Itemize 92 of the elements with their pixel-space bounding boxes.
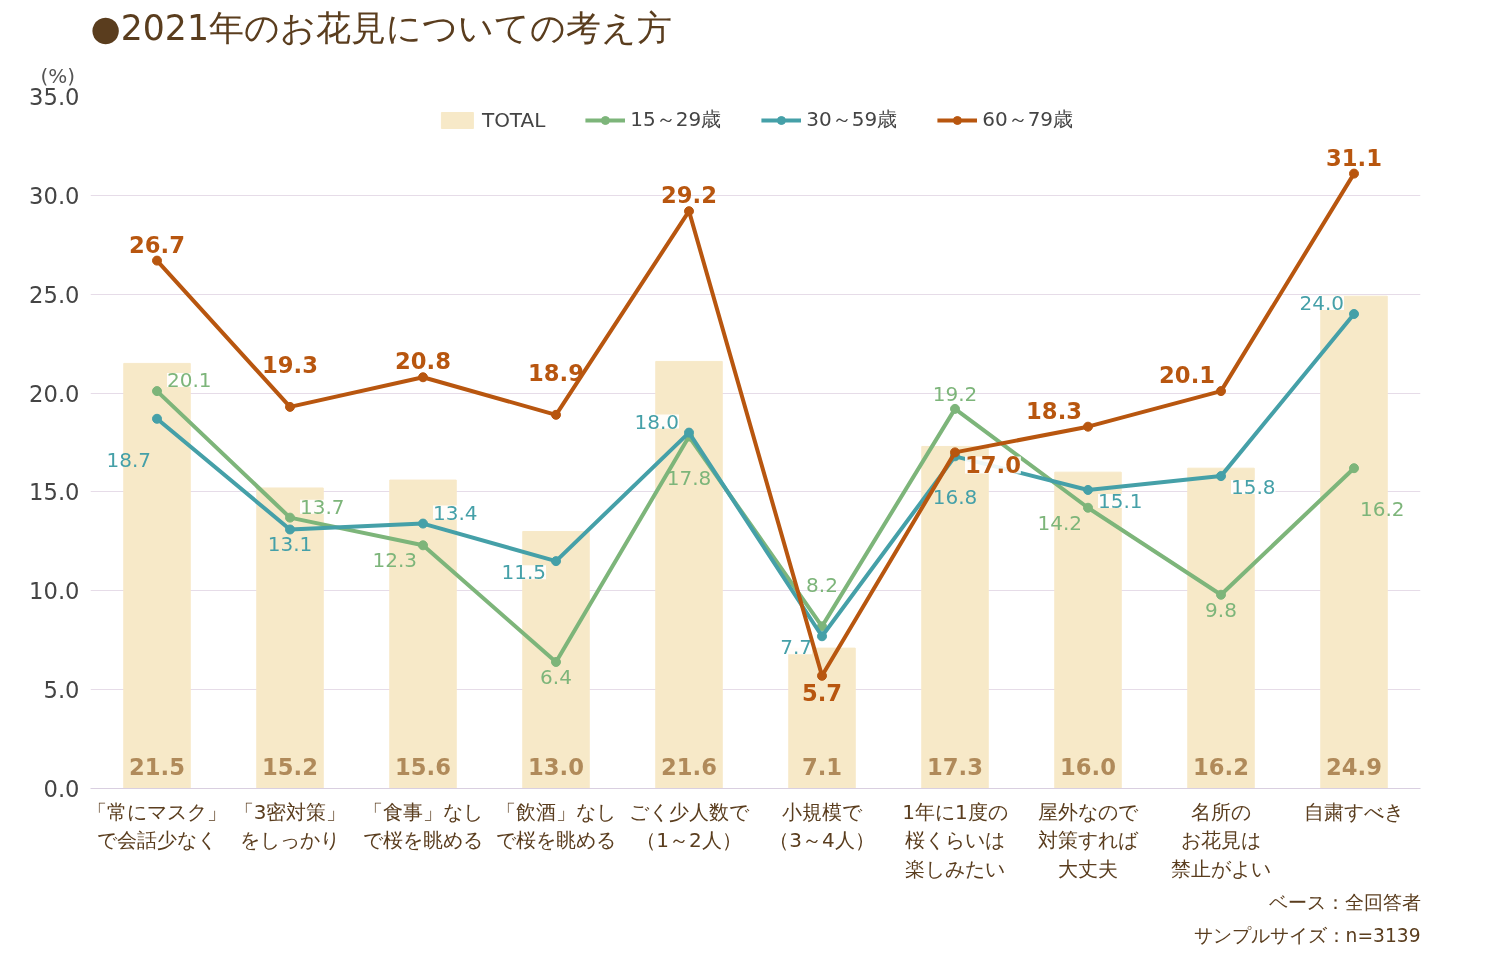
point [1349,463,1359,474]
y-tick-label: 15.0 [29,479,80,506]
y-tick-label: 25.0 [29,281,80,308]
point [285,512,295,523]
data-label: 18.7 [106,447,151,472]
point [817,670,827,681]
point [1083,484,1093,495]
x-tick-label: 1年に1度の桜くらいは楽しみたい [902,799,1008,882]
point [1216,386,1226,397]
data-label: 29.2 [661,182,717,209]
point [418,518,428,529]
point [418,540,428,551]
x-tick-label: ごく少人数で（1～2人） [629,799,750,853]
data-label: 17.3 [927,753,983,780]
legend-label: TOTAL [481,107,546,132]
data-label: 19.2 [932,381,978,406]
x-tick-label: 「3密対策」をしっかり [233,799,347,853]
data-label: 17.0 [965,452,1021,479]
data-label: 8.2 [806,573,838,598]
data-label: 26.7 [129,231,185,258]
data-label: 15.1 [1098,488,1143,513]
data-label: 7.1 [801,753,843,780]
point [1083,502,1093,513]
data-label: 15.2 [262,753,318,780]
point [551,556,561,567]
legend-label: 30～59歳 [806,106,898,133]
text: サンプルサイズ：n=3139 [1193,924,1421,946]
point [1083,421,1093,432]
text: ベース：全回答者 [1268,891,1421,913]
point [950,403,960,414]
point [285,524,295,535]
data-label: 16.8 [932,485,978,510]
data-label: 7.7 [780,635,813,660]
data-label: 21.6 [661,753,717,780]
data-label: 18.3 [1026,397,1083,424]
point [1216,471,1226,482]
data-label: 9.8 [1205,597,1237,622]
data-label: 19.3 [262,351,318,378]
y-tick-label: 30.0 [29,182,80,209]
data-label: 17.8 [666,465,712,490]
point [152,413,162,424]
data-label: 16.2 [1360,497,1405,522]
data-label: 24.0 [1299,290,1344,315]
x-tick-label: 「飲酒」なしで桜を眺める [496,799,616,853]
data-label: 12.3 [372,548,417,573]
x-tick-label: 自粛すべき [1304,799,1404,824]
point [1216,589,1226,600]
x-tick-label: 名所のお花見は禁止がよい [1171,799,1271,882]
point [1349,168,1359,179]
data-label: 13.7 [300,494,345,519]
data-label: 18.0 [634,409,679,434]
data-label: 13.4 [433,500,478,525]
chart-title: ●2021年のお花見についての考え方 [90,7,672,48]
data-label: 31.1 [1326,144,1382,171]
y-axis-title: (%) [40,63,76,88]
data-label: 20.1 [1159,362,1216,389]
point [684,427,694,438]
data-label: 6.4 [540,664,572,689]
data-label: 16.0 [1060,753,1116,780]
point [950,447,960,458]
x-tick-label: 小規模で（3～4人） [769,799,875,853]
x-tick-label: 「常にマスク」で会話少なく [87,799,227,853]
data-label: 13.1 [267,532,313,557]
y-tick-label: 5.0 [43,677,80,704]
x-tick-label: 屋外なので対策すれば大丈夫 [1038,799,1139,882]
data-label: 15.6 [395,753,451,780]
point [551,656,561,667]
y-tick-label: 10.0 [29,578,80,605]
point [817,631,827,642]
y-tick-label: 0.0 [43,776,80,802]
data-label: 21.5 [129,753,185,780]
point [152,386,162,397]
point [551,409,561,420]
point [684,206,694,217]
y-tick-label: 20.0 [29,380,80,407]
data-label: 15.8 [1231,475,1276,500]
data-label: 18.9 [528,359,584,386]
point [152,255,162,266]
data-label: 13.0 [528,753,584,780]
legend-label: 15～29歳 [630,106,722,133]
data-label: 20.1 [167,368,212,393]
point [1349,308,1359,319]
point [285,401,295,412]
point [418,372,428,383]
data-label: 24.9 [1326,753,1382,780]
data-label: 16.2 [1193,753,1249,780]
data-label: 11.5 [501,560,546,585]
data-label: 5.7 [801,679,843,706]
data-label: 14.2 [1037,510,1082,535]
data-label: 20.8 [395,348,451,375]
legend-label: 60～79歳 [982,106,1074,133]
x-tick-label: 「食事」なしで桜を眺める [363,799,483,853]
